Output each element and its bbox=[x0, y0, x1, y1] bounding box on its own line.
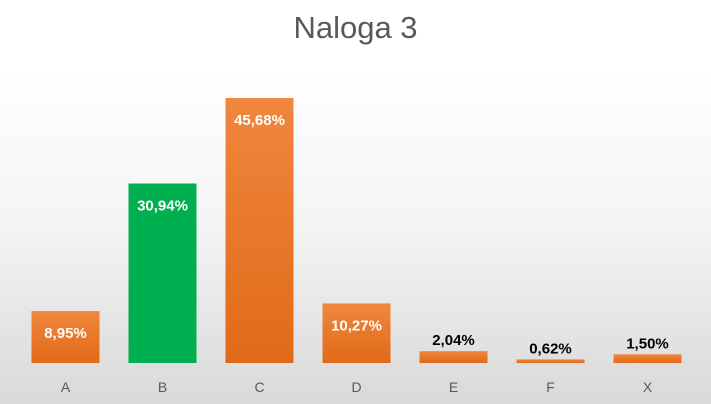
bar-f bbox=[516, 359, 585, 363]
data-label-x: 1,50% bbox=[626, 335, 669, 352]
x-tick-label-b: B bbox=[158, 379, 167, 395]
data-label-d: 10,27% bbox=[331, 317, 382, 334]
data-label-a: 8,95% bbox=[44, 325, 87, 342]
data-label-e: 2,04% bbox=[432, 332, 475, 349]
data-label-f: 0,62% bbox=[529, 340, 572, 357]
bar-x bbox=[613, 354, 682, 363]
bar-e bbox=[419, 351, 488, 363]
bar-d bbox=[322, 303, 391, 363]
chart-title: Naloga 3 bbox=[293, 10, 418, 45]
x-tick-label-e: E bbox=[449, 379, 458, 395]
x-tick-label-c: C bbox=[254, 379, 264, 395]
x-tick-label-a: A bbox=[61, 379, 71, 395]
bar-a bbox=[31, 311, 100, 363]
data-label-b: 30,94% bbox=[137, 198, 188, 215]
x-tick-label-d: D bbox=[351, 379, 361, 395]
data-label-c: 45,68% bbox=[234, 112, 285, 129]
x-tick-label-x: X bbox=[643, 379, 653, 395]
bar-b bbox=[128, 183, 197, 363]
bar-c bbox=[225, 98, 294, 363]
x-tick-label-f: F bbox=[546, 379, 555, 395]
